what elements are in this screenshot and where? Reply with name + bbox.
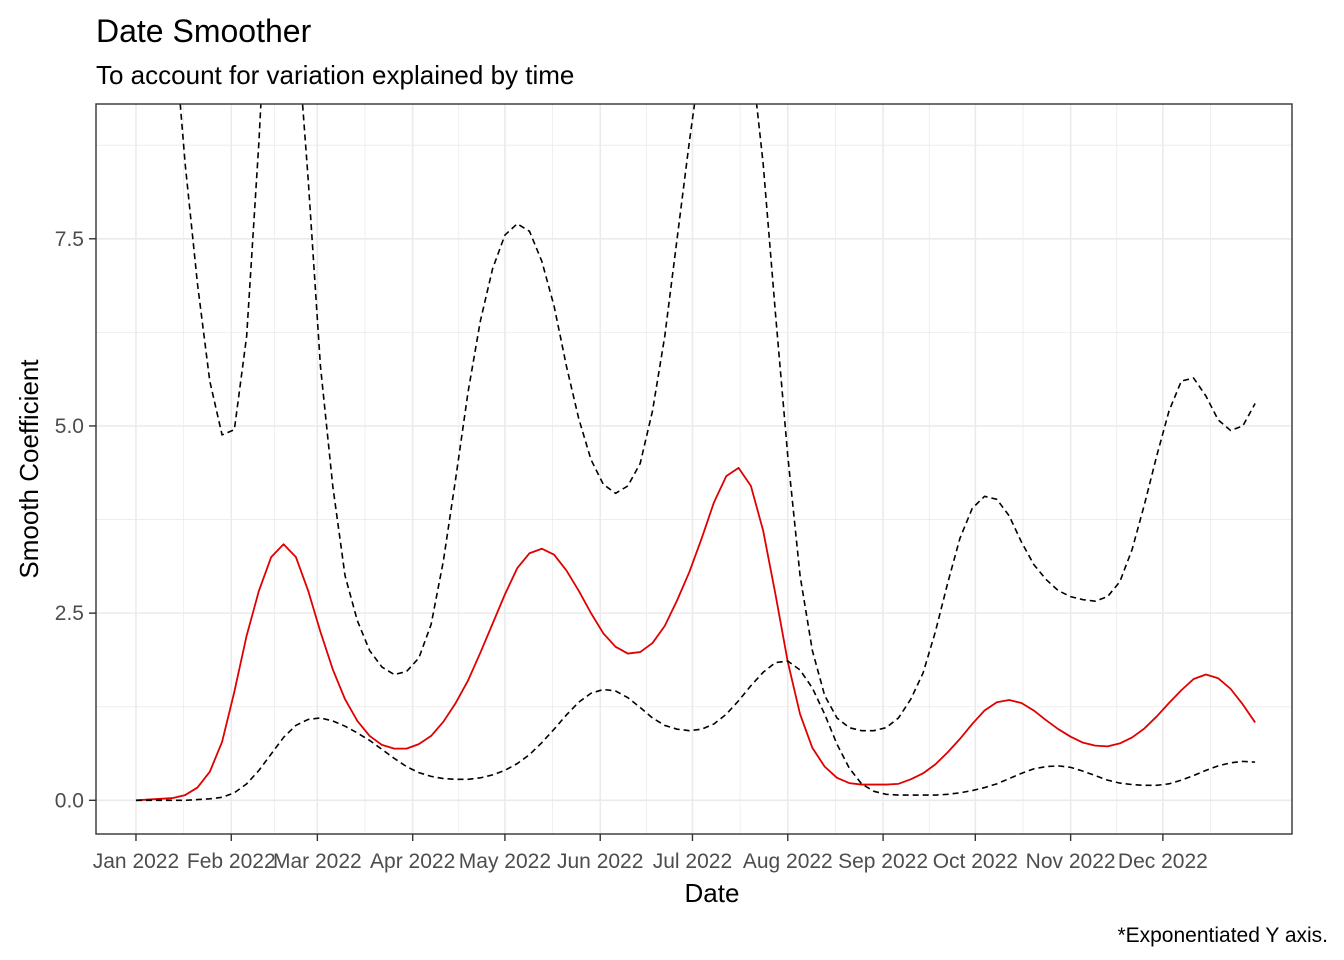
y-tick-label: 0.0 — [55, 789, 84, 812]
y-tick-label: 5.0 — [55, 415, 84, 438]
x-tick-label: Jun 2022 — [557, 850, 643, 873]
plot-panel — [96, 104, 1292, 834]
x-tick-label: Sep 2022 — [838, 850, 928, 873]
x-tick-label: May 2022 — [459, 850, 551, 873]
y-axis-title: Smooth Coefficient — [14, 359, 44, 579]
series-line-lower-bound — [135, 660, 1256, 802]
x-tick-label: Oct 2022 — [933, 850, 1018, 873]
x-tick-label: Dec 2022 — [1118, 850, 1208, 873]
x-tick-label: Mar 2022 — [273, 850, 362, 873]
chart-subtitle: To account for variation explained by ti… — [96, 60, 574, 90]
x-tick-label: Nov 2022 — [1026, 850, 1116, 873]
x-axis-title: Date — [685, 878, 740, 908]
series-line-estimate — [135, 466, 1256, 802]
series-line-upper-bound — [179, 104, 1256, 732]
series-layer — [135, 104, 1256, 802]
y-axis: 0.0 2.5 5.0 7.5 — [55, 228, 96, 812]
grid-minor — [96, 104, 1292, 834]
x-tick-label: Feb 2022 — [187, 850, 276, 873]
y-tick-label: 2.5 — [55, 602, 84, 625]
panel-border — [95, 103, 1293, 835]
x-tick-label: Apr 2022 — [370, 850, 455, 873]
chart-caption: *Exponentiated Y axis. — [1117, 924, 1328, 947]
grid-major — [96, 104, 1292, 834]
x-tick-label: Aug 2022 — [743, 850, 833, 873]
x-tick-label: Jul 2022 — [653, 850, 732, 873]
y-tick-label: 7.5 — [55, 228, 84, 251]
x-tick-label: Jan 2022 — [93, 850, 179, 873]
chart-title: Date Smoother — [96, 13, 312, 49]
